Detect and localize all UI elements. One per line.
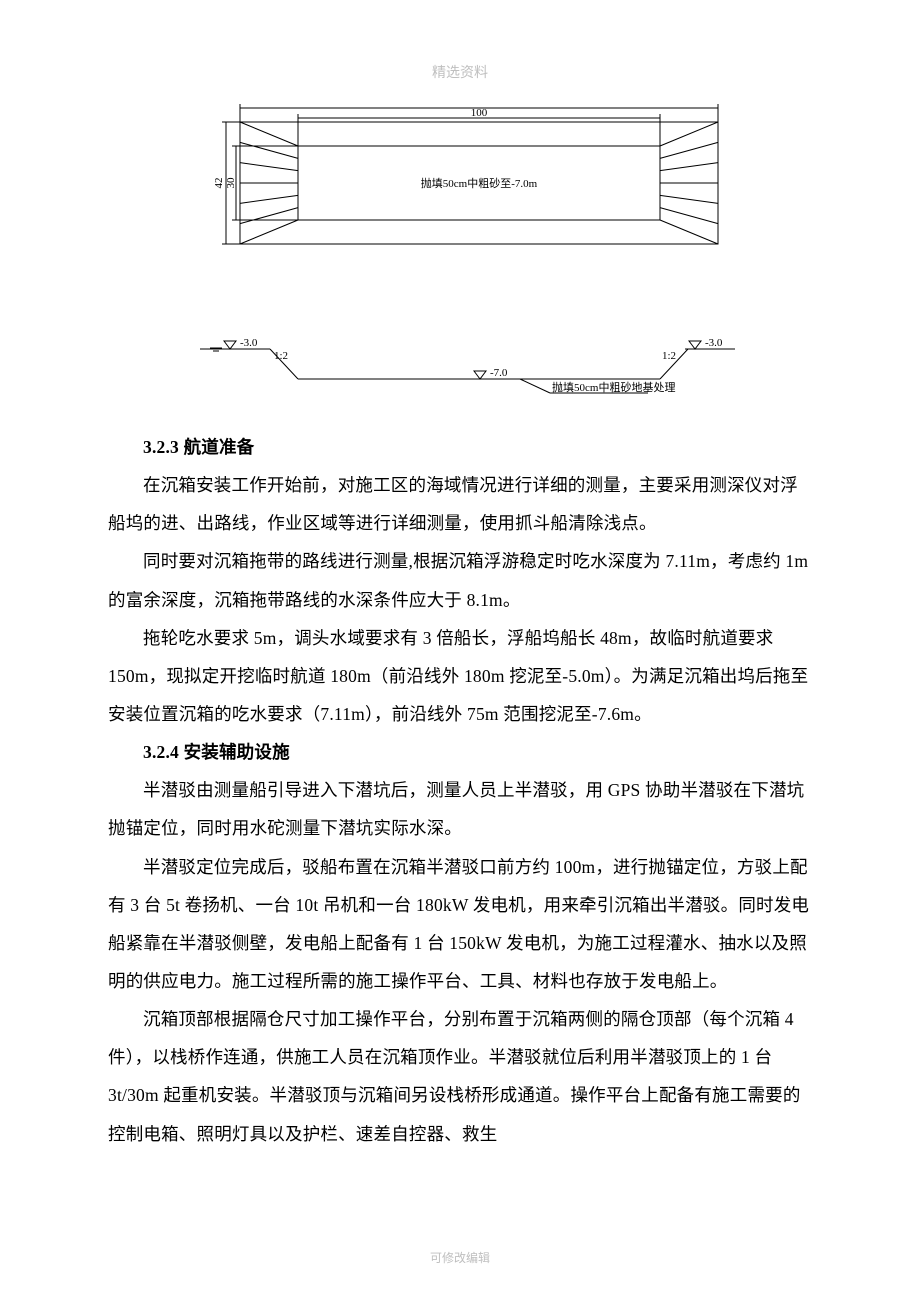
page-header: 精选资料 xyxy=(0,0,920,82)
svg-text:抛填50cm中粗砂地基处理: 抛填50cm中粗砂地基处理 xyxy=(552,380,675,394)
svg-text:30: 30 xyxy=(225,177,237,189)
svg-text:42: 42 xyxy=(213,178,225,189)
footer-text: 可修改编辑 xyxy=(430,1251,490,1265)
paragraph-3: 拖轮吃水要求 5m，调头水域要求有 3 倍船长，浮船坞船长 48m，故临时航道要… xyxy=(108,619,812,733)
svg-text:1:2: 1:2 xyxy=(274,350,288,362)
paragraph-4: 半潜驳由测量船引导进入下潜坑后，测量人员上半潜驳，用 GPS 协助半潜驳在下潜坑… xyxy=(108,771,812,847)
heading-323: 3.2.3 航道准备 xyxy=(108,428,812,466)
heading-324: 3.2.4 安装辅助设施 xyxy=(108,733,812,771)
diagram-svg: 1111004230抛填50cm中粗砂至-7.0m-3.0-3.0-7.01:2… xyxy=(180,104,740,404)
page-footer: 可修改编辑 xyxy=(0,1249,920,1266)
body-text: 3.2.3 航道准备 在沉箱安装工作开始前，对施工区的海域情况进行详细的测量，主… xyxy=(108,428,812,1153)
svg-text:抛填50cm中粗砂至-7.0m: 抛填50cm中粗砂至-7.0m xyxy=(421,176,538,190)
svg-text:100: 100 xyxy=(471,107,488,119)
paragraph-5: 半潜驳定位完成后，驳船布置在沉箱半潜驳口前方约 100m，进行抛锚定位，方驳上配… xyxy=(108,848,812,1001)
paragraph-1: 在沉箱安装工作开始前，对施工区的海域情况进行详细的测量，主要采用测深仪对浮船坞的… xyxy=(108,466,812,542)
svg-text:1:2: 1:2 xyxy=(662,350,676,362)
paragraph-6: 沉箱顶部根据隔仓尺寸加工操作平台，分别布置于沉箱两侧的隔仓顶部（每个沉箱 4 件… xyxy=(108,1000,812,1153)
engineering-diagram: 1111004230抛填50cm中粗砂至-7.0m-3.0-3.0-7.01:2… xyxy=(180,104,740,404)
svg-text:-3.0: -3.0 xyxy=(240,337,258,349)
paragraph-2: 同时要对沉箱拖带的路线进行测量,根据沉箱浮游稳定时吃水深度为 7.11m，考虑约… xyxy=(108,542,812,618)
svg-text:-3.0: -3.0 xyxy=(705,337,723,349)
svg-text:-7.0: -7.0 xyxy=(490,367,508,379)
header-text: 精选资料 xyxy=(432,66,488,81)
